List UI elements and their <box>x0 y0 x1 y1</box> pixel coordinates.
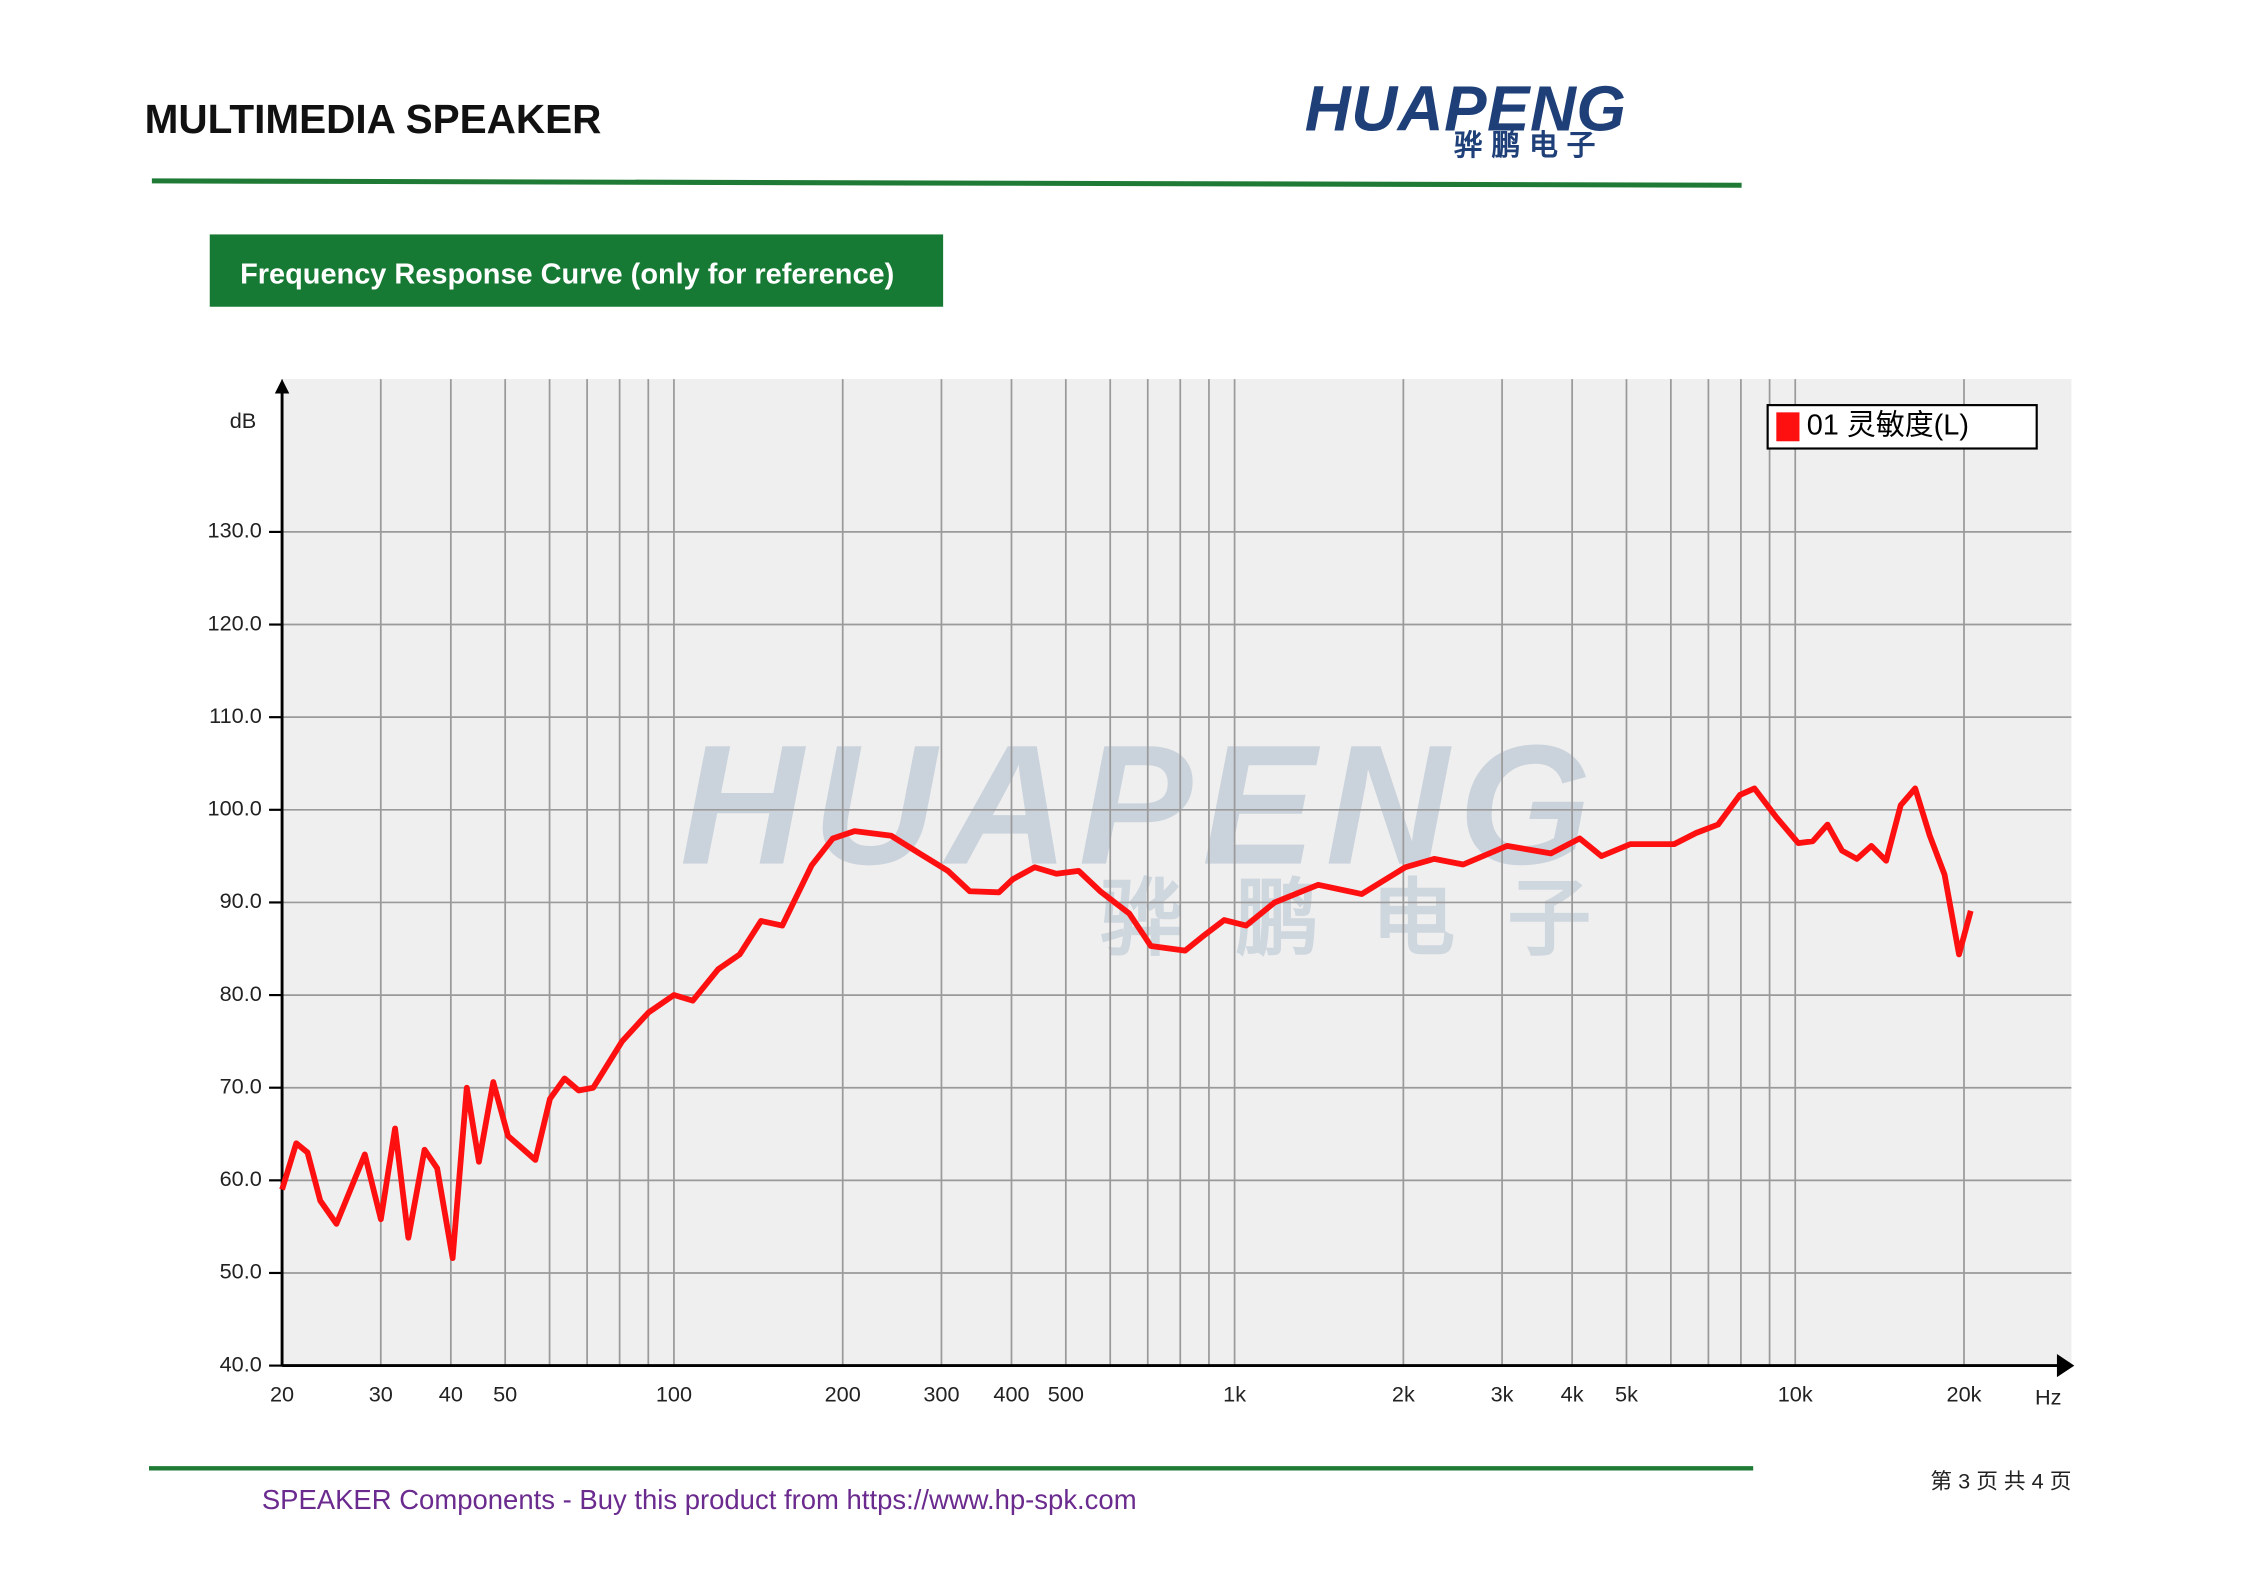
series-line <box>279 785 1974 1262</box>
x-axis-label: Hz <box>2035 1385 2062 1410</box>
x-tick-label: 40 <box>439 1382 463 1407</box>
y-tick-label: 50.0 <box>220 1259 262 1284</box>
x-tick-label: 200 <box>825 1382 861 1407</box>
x-tick-label: 100 <box>656 1382 692 1407</box>
x-tick-label: 400 <box>993 1382 1029 1407</box>
plot-area <box>282 379 2072 1366</box>
header-title: MULTIMEDIA SPEAKER <box>145 96 602 142</box>
logo: HUAPENG <box>1305 73 1626 144</box>
y-tick-label: 110.0 <box>209 703 262 728</box>
y-tick-label: 60.0 <box>220 1166 262 1191</box>
header-rule <box>151 178 1742 188</box>
legend-box <box>1766 404 2038 450</box>
x-tick-label: 20 <box>270 1382 294 1407</box>
section-box <box>209 234 944 307</box>
x-tick-label: 3k <box>1491 1382 1514 1407</box>
x-tick-label: 4k <box>1561 1382 1584 1407</box>
x-tick-label: 2k <box>1392 1382 1415 1407</box>
y-arrow <box>274 379 290 394</box>
legend-swatch <box>1776 412 1800 442</box>
y-tick-label: 70.0 <box>220 1073 262 1098</box>
legend-label: 01 灵敏度(L) <box>1807 409 1969 441</box>
x-tick-label: 50 <box>493 1382 517 1407</box>
section-title: Frequency Response Curve (only for refer… <box>240 259 894 291</box>
x-tick-label: 300 <box>923 1382 959 1407</box>
chart: HUAPENG骅鹏电子40.050.060.070.080.090.0100.0… <box>208 379 2075 1410</box>
watermark: HUAPENG <box>680 710 1591 901</box>
x-tick-label: 10k <box>1778 1382 1813 1407</box>
y-tick-label: 90.0 <box>220 888 262 913</box>
x-tick-label: 20k <box>1947 1382 1982 1407</box>
y-tick-label: 40.0 <box>220 1351 262 1376</box>
y-axis-label: dB <box>230 408 257 433</box>
footer-text: SPEAKER Components - Buy this product fr… <box>262 1484 1137 1515</box>
logo-cn: 骅鹏电子 <box>1454 130 1604 162</box>
x-tick-label: 30 <box>369 1382 393 1407</box>
y-tick-label: 80.0 <box>220 981 262 1006</box>
y-tick-label: 100.0 <box>208 796 262 821</box>
x-tick-label: 500 <box>1048 1382 1084 1407</box>
y-tick-label: 120.0 <box>208 610 262 635</box>
x-tick-label: 1k <box>1223 1382 1246 1407</box>
y-tick-label: 130.0 <box>208 518 262 543</box>
x-arrow <box>2056 1354 2075 1378</box>
page-number: 第 3 页 共 4 页 <box>1930 1469 2071 1494</box>
x-tick-label: 5k <box>1615 1382 1638 1407</box>
